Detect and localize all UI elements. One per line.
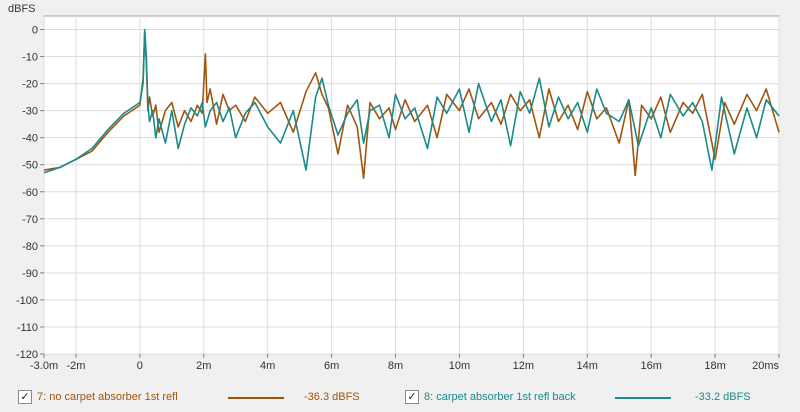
y-tick-label: -100 <box>16 295 38 307</box>
y-axis-ticks: 0 -10 -20 -30 -40 -50 -60 -70 -80 -90 -100 -110 -120 <box>16 25 44 361</box>
y-tick-label: 0 <box>32 25 38 37</box>
series-8-value: -33.2 dBFS <box>695 391 751 403</box>
y-tick-label: -40 <box>22 133 38 145</box>
x-tick-label: 12m <box>513 360 534 372</box>
series-line-7 <box>43 31 780 179</box>
legend-item-series-7[interactable]: ✓ 7: no carpet absorber 1st refl -36.3 d… <box>18 388 398 408</box>
series-8-label: 8: carpet absorber 1st refl back <box>424 391 576 403</box>
plot-area <box>43 15 780 355</box>
x-tick-label: 8m <box>388 360 403 372</box>
y-tick-label: -50 <box>22 160 38 172</box>
series-7-swatch <box>228 397 284 399</box>
x-tick-label: -3.0m <box>30 360 58 372</box>
y-tick-label: -110 <box>17 322 38 334</box>
y-tick-label: -10 <box>22 52 38 64</box>
series-group <box>43 28 780 179</box>
x-tick-label: 4m <box>260 360 275 372</box>
series-7-label: 7: no carpet absorber 1st refl <box>37 391 178 403</box>
x-tick-label: 20ms <box>752 360 779 372</box>
chart-svg: 0 -10 -20 -30 -40 -50 -60 -70 -80 -90 -100 -110 -120… <box>8 3 780 372</box>
series-7-checkbox[interactable]: ✓ <box>18 390 32 404</box>
series-8-swatch <box>615 397 671 399</box>
x-tick-label: 0 <box>137 360 143 372</box>
y-tick-label: -20 <box>22 79 38 91</box>
x-tick-label: 14m <box>577 360 598 372</box>
x-axis-ticks: -3.0m -2m 0 2m 4m 6m 8m 10m 12m 14m 16m 18m 20ms <box>30 354 780 372</box>
y-tick-label: -60 <box>22 187 38 199</box>
y-tick-label: -70 <box>22 214 38 226</box>
y-tick-label: -30 <box>22 106 38 118</box>
x-tick-label: 2m <box>196 360 211 372</box>
x-tick-label: -2m <box>66 360 85 372</box>
series-7-value: -36.3 dBFS <box>304 391 360 403</box>
x-tick-label: 10m <box>449 360 470 372</box>
x-tick-label: 6m <box>324 360 339 372</box>
y-tick-label: -80 <box>22 241 38 253</box>
y-axis-label: dBFS <box>8 3 36 15</box>
legend-item-series-8[interactable]: ✓ 8: carpet absorber 1st refl back -33.2… <box>405 388 795 408</box>
grid <box>43 16 780 355</box>
x-tick-label: 18m <box>704 360 725 372</box>
series-8-checkbox[interactable]: ✓ <box>405 390 419 404</box>
y-tick-label: -90 <box>22 268 38 280</box>
series-line-8 <box>43 28 780 174</box>
y-tick-label: -120 <box>16 349 38 361</box>
legend: ✓ 7: no carpet absorber 1st refl -36.3 d… <box>0 384 800 412</box>
x-tick-label: 16m <box>640 360 661 372</box>
